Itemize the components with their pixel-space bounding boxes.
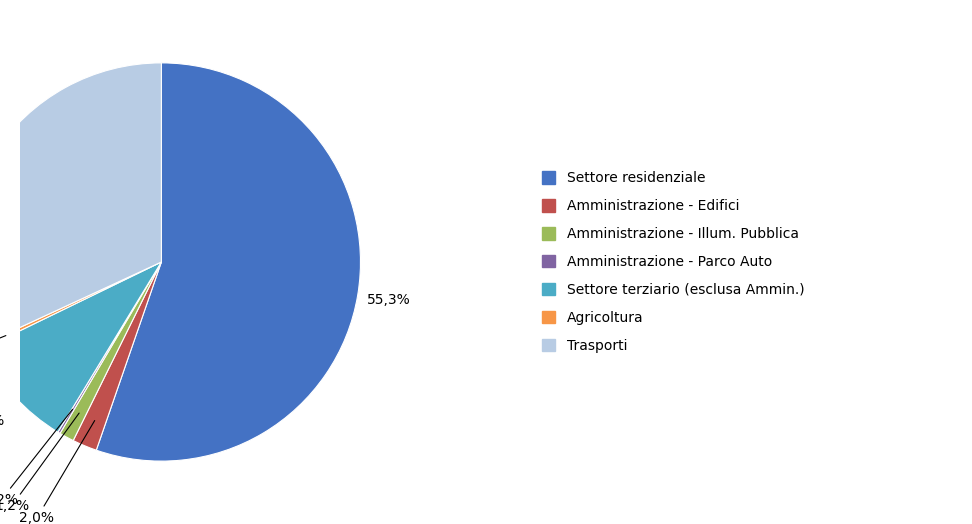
Text: 9,1%: 9,1% xyxy=(0,413,5,428)
Wedge shape xyxy=(0,262,161,349)
Text: 0,3%: 0,3% xyxy=(0,335,6,388)
Wedge shape xyxy=(60,262,161,441)
Text: 2,0%: 2,0% xyxy=(19,421,94,524)
Wedge shape xyxy=(73,262,161,450)
Wedge shape xyxy=(0,262,161,432)
Text: 1,2%: 1,2% xyxy=(0,413,79,513)
Legend: Settore residenziale, Amministrazione - Edifici, Amministrazione - Illum. Pubbli: Settore residenziale, Amministrazione - … xyxy=(541,171,804,353)
Text: 0,2%: 0,2% xyxy=(0,409,73,507)
Wedge shape xyxy=(58,262,161,433)
Text: 55,3%: 55,3% xyxy=(366,293,410,307)
Wedge shape xyxy=(0,63,161,346)
Wedge shape xyxy=(96,63,361,461)
